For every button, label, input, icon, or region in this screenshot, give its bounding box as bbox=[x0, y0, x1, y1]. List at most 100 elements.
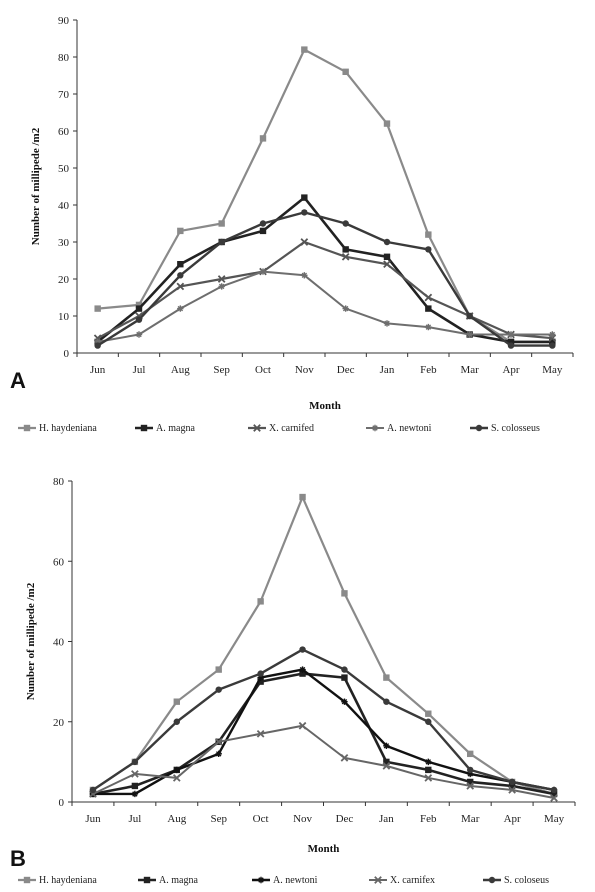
legend-label: S. coloseus bbox=[504, 875, 549, 886]
data-point bbox=[383, 674, 390, 681]
data-point bbox=[257, 674, 264, 681]
legend-label: H. haydeniana bbox=[39, 423, 97, 434]
data-point bbox=[218, 238, 225, 246]
y-tick-label: 0 bbox=[59, 797, 65, 809]
x-tick-label: Dec bbox=[336, 813, 354, 825]
y-tick-label: 50 bbox=[58, 163, 70, 175]
chart-b: 0 20 40 60 80 Jun Jul Aug Sep Oct Nov Dec Jan Feb Mar A… bbox=[10, 476, 576, 886]
y-tick-label: 60 bbox=[58, 126, 70, 138]
y-tick-label: 60 bbox=[53, 556, 65, 568]
data-point bbox=[425, 758, 432, 766]
data-point bbox=[214, 737, 223, 746]
legend-label: X. carnifed bbox=[269, 423, 314, 434]
data-point bbox=[342, 305, 349, 312]
data-point bbox=[508, 786, 516, 794]
legend-entry: S. colosseus bbox=[470, 423, 540, 434]
data-point bbox=[131, 782, 139, 790]
legend-label: H. haydeniana bbox=[39, 875, 97, 886]
y-tick-label: 80 bbox=[58, 52, 70, 64]
data-point bbox=[298, 721, 307, 730]
x-tick-label: Dec bbox=[337, 364, 355, 376]
data-point bbox=[342, 246, 349, 253]
data-point bbox=[299, 670, 306, 677]
x-tick-label: Jul bbox=[133, 364, 146, 376]
x-tick-label: May bbox=[542, 364, 563, 376]
x-tick-label: Mar bbox=[461, 364, 480, 376]
x-tick-label: Jun bbox=[85, 813, 101, 825]
x-tick-label: Aug bbox=[171, 364, 190, 376]
data-point bbox=[135, 301, 143, 309]
legend-entry: H. haydeniana bbox=[18, 423, 97, 434]
y-tick-label: 30 bbox=[58, 237, 70, 249]
legend-entry: A. magna bbox=[135, 423, 195, 434]
series-line bbox=[97, 211, 553, 347]
x-tick-label: Nov bbox=[293, 813, 312, 825]
data-point bbox=[177, 305, 184, 312]
data-point bbox=[172, 774, 181, 782]
data-point bbox=[383, 120, 391, 127]
data-point bbox=[301, 46, 308, 53]
legend-label: S. colosseus bbox=[491, 423, 540, 434]
data-point bbox=[135, 316, 143, 323]
y-tick-label: 10 bbox=[58, 311, 70, 323]
chart-a: 0 10 20 30 40 50 60 70 80 90 Jun Jul Aug Sep Oct Nov Dec… bbox=[10, 15, 574, 434]
data-point bbox=[259, 268, 267, 275]
panel-label: A bbox=[10, 368, 26, 393]
x-tick-label: Sep bbox=[213, 364, 230, 376]
data-point bbox=[425, 231, 432, 238]
data-point bbox=[425, 718, 432, 725]
x-axis-label: Month bbox=[308, 843, 340, 855]
data-point bbox=[425, 305, 432, 312]
data-point bbox=[508, 782, 516, 790]
y-tick-label: 20 bbox=[53, 717, 65, 729]
data-point bbox=[383, 253, 391, 260]
legend-marker bbox=[488, 876, 496, 884]
data-point bbox=[341, 590, 348, 597]
data-point bbox=[467, 750, 474, 758]
data-point bbox=[550, 794, 558, 802]
legend-marker bbox=[371, 424, 379, 432]
series-line bbox=[97, 240, 553, 340]
data-point bbox=[507, 342, 515, 349]
data-point bbox=[177, 272, 184, 279]
data-point bbox=[131, 770, 139, 778]
y-axis-label: Number of millipede /m2 bbox=[30, 127, 42, 245]
series-line bbox=[97, 270, 553, 343]
data-point bbox=[301, 194, 308, 201]
legend-marker bbox=[23, 424, 31, 432]
y-tick-label: 90 bbox=[58, 15, 70, 27]
x-tick-label: Oct bbox=[255, 364, 271, 376]
legend-marker bbox=[140, 424, 148, 432]
data-point bbox=[259, 227, 267, 235]
x-tick-label: Sep bbox=[210, 813, 227, 825]
x-tick-label: Apr bbox=[502, 364, 519, 376]
data-point bbox=[176, 282, 185, 291]
legend-marker bbox=[257, 876, 265, 884]
data-point bbox=[424, 774, 433, 782]
data-point bbox=[341, 698, 348, 705]
legend-marker bbox=[253, 424, 261, 432]
series-line bbox=[92, 495, 555, 796]
data-point bbox=[507, 338, 515, 346]
legend-label: X. carnifex bbox=[390, 875, 435, 886]
data-point bbox=[218, 220, 225, 227]
data-point bbox=[215, 750, 222, 758]
data-point bbox=[549, 338, 556, 346]
data-point bbox=[301, 272, 308, 279]
data-point bbox=[425, 246, 432, 253]
data-point bbox=[94, 338, 101, 346]
series-line bbox=[92, 724, 555, 799]
data-point bbox=[299, 666, 306, 673]
data-point bbox=[300, 238, 309, 246]
data-point bbox=[466, 331, 473, 338]
data-point bbox=[550, 786, 558, 794]
legend-label: A. magna bbox=[159, 875, 198, 886]
y-tick-label: 0 bbox=[64, 348, 70, 360]
y-tick-label: 80 bbox=[53, 476, 65, 488]
data-point bbox=[383, 320, 391, 327]
legend-entry: H. haydeniana bbox=[18, 875, 97, 886]
data-point bbox=[257, 670, 264, 677]
data-point bbox=[341, 666, 348, 673]
x-tick-label: Mar bbox=[461, 813, 480, 825]
